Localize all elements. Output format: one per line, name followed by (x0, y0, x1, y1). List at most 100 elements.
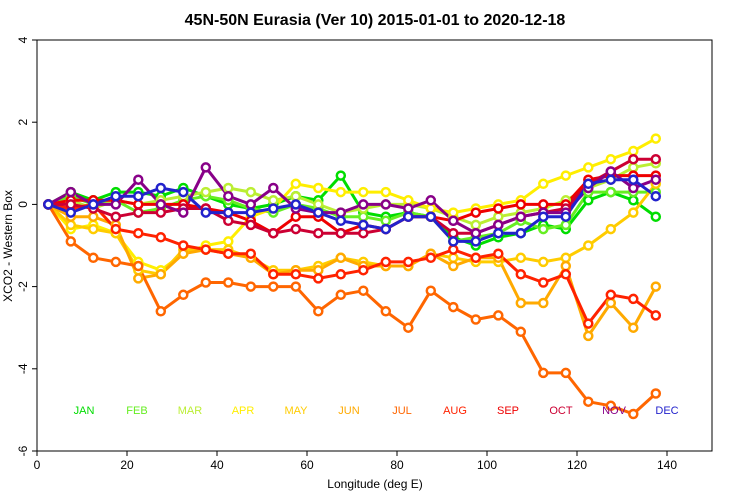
data-point-jun (155, 269, 167, 280)
data-point-dec (538, 211, 549, 222)
data-point-aug (605, 289, 617, 301)
data-point-apr (448, 207, 459, 218)
data-point-oct (290, 223, 302, 235)
data-point-dec (470, 236, 482, 247)
data-point-jun (313, 264, 324, 276)
data-point-nov (245, 199, 257, 210)
data-point-jul (110, 256, 122, 268)
data-point-may (628, 207, 639, 218)
data-point-feb (358, 211, 369, 222)
data-point-dec (515, 227, 527, 239)
data-point-aug (245, 248, 257, 259)
data-point-aug (493, 248, 504, 259)
data-point-aug (178, 240, 189, 251)
data-point-sep (493, 203, 504, 214)
data-point-oct (110, 211, 122, 222)
data-point-jun (583, 330, 594, 342)
series-line-dec (47, 178, 657, 243)
series-points (43, 133, 662, 420)
chart-title: 45N-50N Eurasia (Ver 10) 2015-01-01 to 2… (185, 12, 566, 29)
axis-ticks: 0 20 40 60 80 100 120 140 -6 -4 -2 0 2 4 (16, 36, 677, 472)
data-point-dec (448, 236, 459, 247)
data-point-sep (290, 211, 302, 222)
data-point-jul (470, 314, 482, 325)
x-tick-label: 140 (657, 458, 677, 472)
data-point-oct (358, 227, 369, 239)
data-point-mar (245, 186, 257, 198)
data-point-feb (538, 223, 549, 235)
data-point-oct (628, 153, 639, 165)
data-point-nov (470, 227, 482, 239)
data-point-nov (133, 174, 144, 185)
data-point-may (448, 252, 459, 264)
data-point-aug (380, 256, 392, 268)
data-point-dec (605, 174, 617, 185)
x-tick-label: 60 (300, 458, 314, 472)
data-point-nov (178, 207, 189, 218)
data-point-nov (493, 219, 504, 231)
data-point-aug (650, 310, 662, 321)
data-point-aug (358, 264, 369, 276)
data-point-aug (155, 232, 167, 243)
series-lines (47, 137, 658, 416)
data-point-jun (448, 260, 459, 272)
data-point-nov (650, 174, 662, 185)
data-point-dec (178, 186, 189, 198)
series-line-jul (47, 203, 657, 416)
data-point-dec (650, 190, 662, 202)
y-tick-label: -6 (16, 445, 30, 456)
data-point-dec (110, 190, 122, 202)
data-point-aug (515, 269, 527, 280)
x-tick-label: 120 (567, 458, 587, 472)
data-point-mar (470, 219, 482, 231)
data-point-aug (133, 227, 144, 239)
data-point-dec (268, 203, 279, 214)
data-point-nov (223, 190, 234, 202)
data-point-dec (290, 199, 302, 210)
x-axis-label: Longitude (deg E) (327, 477, 422, 491)
data-point-nov (155, 199, 167, 210)
data-point-nov (628, 182, 639, 194)
y-tick-label: 0 (16, 201, 30, 208)
data-point-mar (223, 182, 234, 194)
data-point-dec (223, 207, 234, 218)
data-point-oct (313, 227, 324, 239)
data-point-apr (605, 153, 617, 165)
data-point-aug (538, 277, 549, 288)
legend-label-aug: AUG (443, 405, 467, 417)
data-point-apr (290, 178, 302, 190)
data-point-aug (560, 269, 572, 280)
data-point-nov (425, 195, 437, 206)
data-point-jun (88, 211, 99, 222)
data-point-sep (470, 207, 482, 218)
data-point-apr (583, 162, 594, 173)
data-point-may (583, 240, 594, 251)
legend-label-apr: APR (232, 405, 255, 417)
data-point-jul (515, 326, 527, 338)
plot-frame (36, 39, 713, 452)
data-point-jul (313, 306, 324, 317)
data-point-apr (335, 186, 347, 198)
data-point-mar (493, 211, 504, 222)
data-point-dec (560, 211, 572, 222)
data-point-may (88, 223, 99, 235)
data-point-jul (358, 285, 369, 296)
data-point-may (605, 223, 617, 235)
legend-label-nov: NOV (602, 405, 627, 417)
data-point-nov (335, 207, 347, 218)
data-point-jul (425, 285, 437, 296)
data-point-jul (65, 236, 77, 247)
data-point-jun (628, 322, 639, 333)
series-line-oct (48, 157, 656, 235)
data-point-dec (65, 207, 77, 218)
data-point-jul (200, 277, 212, 288)
y-tick-label: -4 (16, 363, 30, 374)
x-tick-label: 40 (210, 458, 224, 472)
data-point-jul (380, 306, 392, 317)
data-point-apr (313, 182, 324, 194)
data-point-dec (583, 178, 594, 190)
x-tick-label: 20 (120, 458, 134, 472)
data-point-nov (605, 166, 617, 177)
data-point-dec (245, 207, 257, 218)
data-point-jul (650, 388, 662, 399)
